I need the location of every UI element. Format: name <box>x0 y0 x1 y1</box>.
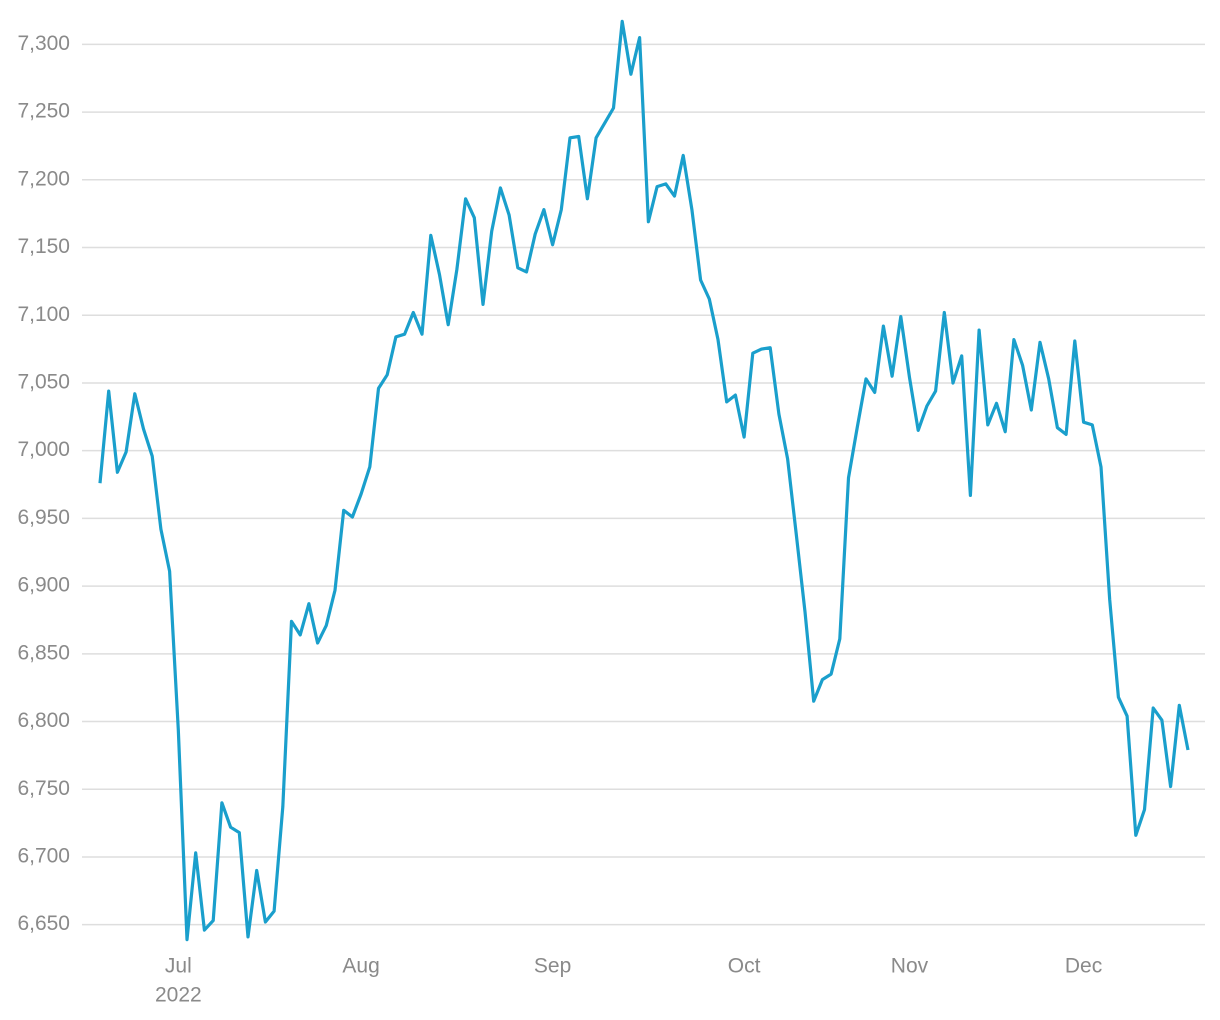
y-tick-label: 7,050 <box>17 371 70 394</box>
y-tick-label: 7,150 <box>17 235 70 258</box>
x-tick-label: Aug <box>342 955 379 978</box>
x-tick-label: Dec <box>1065 955 1102 978</box>
y-tick-label: 6,800 <box>17 709 70 732</box>
y-tick-label: 7,200 <box>17 167 70 190</box>
y-tick-label: 6,650 <box>17 912 70 935</box>
y-tick-label: 6,900 <box>17 574 70 597</box>
y-tick-label: 6,950 <box>17 506 70 529</box>
y-tick-label: 7,300 <box>17 32 70 55</box>
y-tick-label: 6,750 <box>17 777 70 800</box>
y-tick-label: 6,700 <box>17 845 70 868</box>
y-tick-label: 7,100 <box>17 303 70 326</box>
y-tick-label: 6,850 <box>17 641 70 664</box>
x-year-label: 2022 <box>155 984 202 1007</box>
x-tick-label: Oct <box>728 955 761 978</box>
x-tick-label: Nov <box>891 955 929 978</box>
x-tick-label: Sep <box>534 955 571 978</box>
data-line <box>98 19 1190 942</box>
y-tick-label: 7,250 <box>17 100 70 123</box>
y-tick-label: 7,000 <box>17 438 70 461</box>
x-tick-label: Jul <box>165 955 192 978</box>
